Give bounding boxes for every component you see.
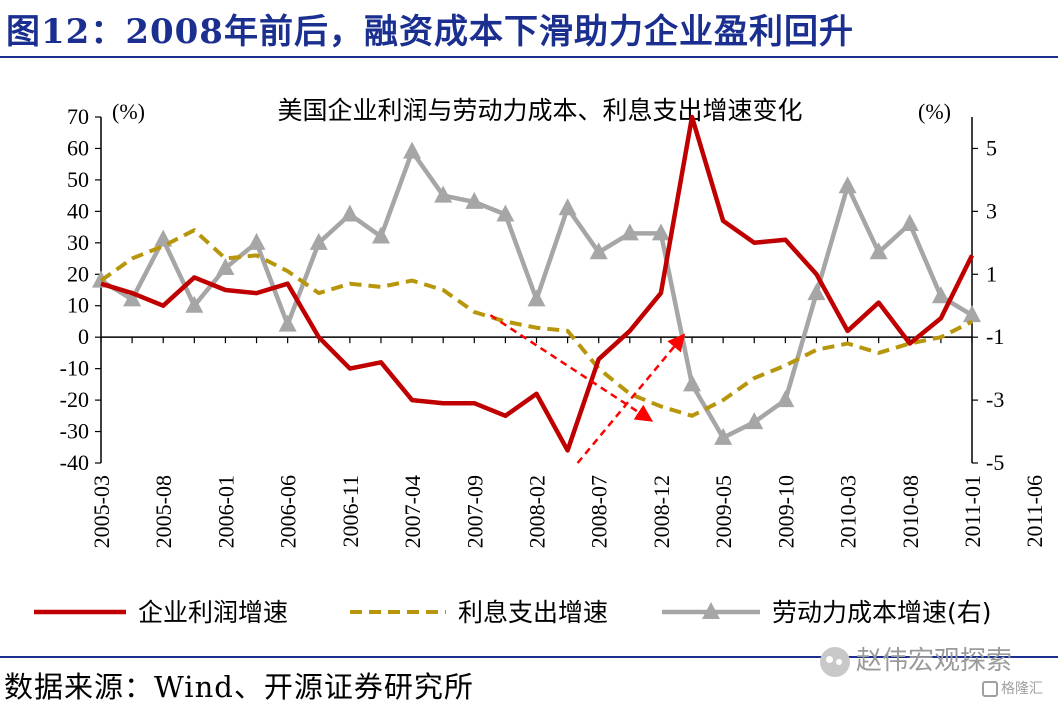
labor-cost-point xyxy=(714,427,733,445)
x-axis-tick-label: 2005-03 xyxy=(89,475,114,548)
right-axis-tick-label: 1 xyxy=(986,261,997,286)
right-axis-unit: (%) xyxy=(918,99,951,124)
source-note: 数据来源：Wind、开源证券研究所 xyxy=(4,670,474,704)
left-axis-tick-label: 70 xyxy=(67,104,89,129)
right-axis-tick-label: 5 xyxy=(986,135,997,160)
labor-cost-point xyxy=(465,191,484,209)
x-axis-tick-label: 2011-01 xyxy=(960,475,985,548)
labor-cost-point xyxy=(651,223,670,241)
labor-cost-point xyxy=(434,185,453,203)
x-axis-tick-label: 2011-06 xyxy=(1022,475,1047,548)
wechat-icon xyxy=(820,646,850,677)
profit-growth-line xyxy=(100,114,975,453)
labor-cost-point xyxy=(776,390,795,408)
labor-cost-point xyxy=(247,232,266,250)
x-axis-tick-label: 2005-08 xyxy=(151,475,176,548)
labor-cost-point xyxy=(931,286,950,304)
labor-cost-point xyxy=(123,289,142,307)
interest-growth-line xyxy=(99,228,973,418)
labor-cost-point xyxy=(963,305,981,323)
figure-headline: 图12：2008年前后，融资成本下滑助力企业盈利回升 xyxy=(6,12,854,52)
left-axis-tick-label: 50 xyxy=(67,167,89,192)
left-axis-tick-label: 60 xyxy=(67,135,89,160)
x-axis-tick-label: 2009-10 xyxy=(773,475,798,548)
labor-cost-point xyxy=(340,204,359,222)
labor-cost-point xyxy=(620,223,639,241)
left-axis-unit: (%) xyxy=(112,99,145,124)
chart-canvas: 美国企业利润与劳动力成本、利息支出增速变化 (%) (%) 7060504030… xyxy=(34,96,1047,627)
left-axis-tick-label: -10 xyxy=(60,356,89,381)
left-axis-tick-label: -20 xyxy=(60,387,89,412)
labor-cost-point xyxy=(371,226,390,244)
interest-decline-arrow xyxy=(489,314,654,422)
labor-cost-point xyxy=(496,204,515,222)
labor-cost-point xyxy=(403,141,422,159)
legend-label-labor: 劳动力成本增速(右) xyxy=(772,598,992,627)
left-axis-tick-label: 30 xyxy=(67,230,89,255)
x-axis-tick-label: 2008-12 xyxy=(649,475,674,548)
labor-cost-point xyxy=(589,242,608,260)
x-axis-tick-label: 2007-09 xyxy=(462,475,487,548)
x-axis-tick-label: 2006-11 xyxy=(338,475,363,548)
labor-cost-point xyxy=(527,289,546,307)
right-axis-tick-label: -3 xyxy=(986,387,1004,412)
x-axis-tick-label: 2009-05 xyxy=(711,475,736,548)
labor-cost-point xyxy=(216,257,235,275)
labor-cost-point xyxy=(309,232,328,250)
watermark-text: 赵伟宏观探索 xyxy=(856,646,1013,676)
right-axis-tick-label: -1 xyxy=(986,324,1004,349)
watermark-small-text: 格隆汇 xyxy=(1001,681,1043,697)
labor-cost-point xyxy=(869,242,888,260)
x-axis-tick-label: 2010-08 xyxy=(898,475,923,548)
left-axis-tick-label: 20 xyxy=(67,261,89,286)
right-axis-tick-label: 3 xyxy=(986,198,997,223)
legend-triangle-icon xyxy=(702,602,720,619)
left-axis-tick-label: 10 xyxy=(67,293,89,318)
labor-cost-point xyxy=(185,295,204,313)
left-axis-tick-label: -30 xyxy=(60,419,89,444)
left-axis-tick-label: 40 xyxy=(67,198,89,223)
labor-cost-point xyxy=(683,374,702,392)
x-axis-tick-label: 2006-01 xyxy=(213,475,238,548)
top-rule xyxy=(0,56,1058,58)
x-axis-tick-label: 2008-02 xyxy=(525,475,550,548)
legend-label-interest: 利息支出增速 xyxy=(458,598,608,627)
profit-rebound-arrow xyxy=(576,333,686,464)
x-axis-tick-label: 2006-06 xyxy=(276,475,301,548)
watermark: 赵伟宏观探索 xyxy=(820,640,1012,677)
x-axis-tick-label: 2008-07 xyxy=(587,475,612,548)
legend-label-profit: 企业利润增速 xyxy=(138,598,288,627)
x-axis-tick-label: 2010-03 xyxy=(836,475,861,548)
right-axis-tick-label: -5 xyxy=(986,450,1004,475)
labor-cost-point xyxy=(745,412,764,430)
watermark-small: 格隆汇 xyxy=(982,678,1043,698)
bottom-rule xyxy=(0,656,1058,658)
labor-cost-point xyxy=(900,213,919,231)
left-axis-tick-label: 0 xyxy=(78,324,89,349)
chart-title: 美国企业利润与劳动力成本、利息支出增速变化 xyxy=(277,96,802,125)
labor-cost-point xyxy=(558,198,577,216)
gelonghui-icon xyxy=(982,681,998,697)
labor-cost-point xyxy=(807,283,826,301)
labor-cost-point xyxy=(838,176,857,194)
x-axis-tick-label: 2007-04 xyxy=(400,475,425,548)
labor-cost-point xyxy=(278,314,297,332)
left-axis-tick-label: -40 xyxy=(60,450,89,475)
